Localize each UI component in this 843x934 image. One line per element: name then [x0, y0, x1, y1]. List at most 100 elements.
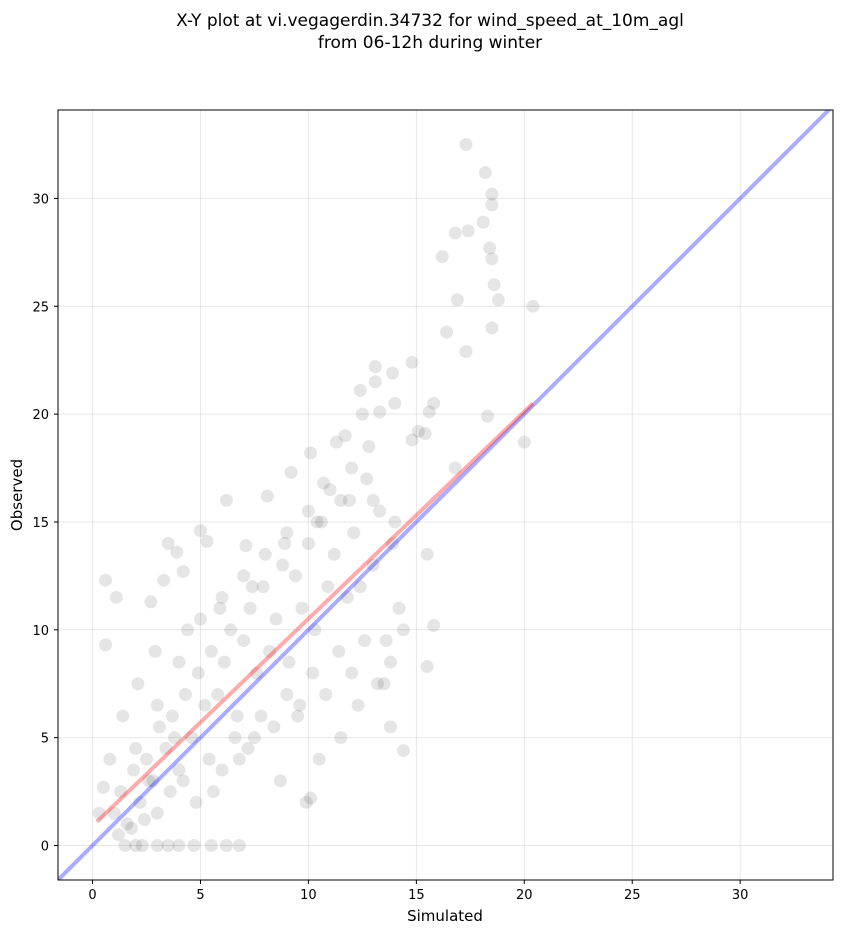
point — [481, 409, 495, 423]
point — [485, 187, 499, 201]
point — [353, 383, 367, 397]
point — [116, 709, 130, 723]
point — [213, 601, 227, 615]
point — [345, 461, 359, 475]
y-tick-label: 20 — [32, 408, 49, 423]
y-tick-label: 5 — [41, 732, 49, 747]
x-tick-label: 25 — [624, 888, 641, 903]
point — [448, 226, 462, 240]
lines — [58, 110, 832, 880]
point — [427, 396, 441, 410]
point — [334, 493, 348, 507]
x-tick-label: 5 — [196, 888, 204, 903]
point — [338, 429, 352, 443]
point — [258, 547, 272, 561]
point — [187, 838, 201, 852]
point — [360, 472, 374, 486]
point — [131, 677, 145, 691]
line — [95, 401, 535, 824]
point — [247, 731, 261, 745]
point — [340, 590, 354, 604]
point — [420, 659, 434, 673]
point — [312, 752, 326, 766]
point — [211, 688, 225, 702]
point — [148, 644, 162, 658]
point — [299, 795, 313, 809]
point — [476, 215, 490, 229]
point — [353, 580, 367, 594]
point — [250, 666, 264, 680]
point — [373, 405, 387, 419]
point — [98, 638, 112, 652]
chart-title: from 06-12h during winter — [318, 33, 542, 53]
point — [491, 293, 505, 307]
point — [412, 424, 426, 438]
point — [420, 547, 434, 561]
grid — [58, 110, 833, 880]
point — [427, 618, 441, 632]
point — [422, 405, 436, 419]
point — [383, 655, 397, 669]
point — [370, 677, 384, 691]
x-tick-label: 20 — [516, 888, 533, 903]
x-tick-label: 10 — [300, 888, 317, 903]
point — [114, 785, 128, 799]
point — [267, 720, 281, 734]
y-axis-label: Observed — [8, 459, 26, 531]
point — [304, 791, 318, 805]
point — [459, 345, 473, 359]
point — [334, 731, 348, 745]
point — [176, 565, 190, 579]
point — [191, 666, 205, 680]
point — [215, 763, 229, 777]
point — [219, 493, 233, 507]
point — [150, 698, 164, 712]
point — [165, 709, 179, 723]
point — [396, 744, 410, 758]
point — [483, 241, 497, 255]
point — [140, 752, 154, 766]
point — [304, 446, 318, 460]
point — [440, 325, 454, 339]
point — [368, 360, 382, 374]
point — [133, 795, 147, 809]
point — [351, 698, 365, 712]
point — [146, 774, 160, 788]
point — [181, 623, 195, 637]
point — [342, 493, 356, 507]
y-tick-label: 0 — [41, 839, 49, 854]
point — [317, 476, 331, 490]
y-tick-label: 15 — [32, 516, 49, 531]
point — [241, 741, 255, 755]
point — [418, 427, 432, 441]
point — [366, 558, 380, 572]
point — [152, 720, 166, 734]
point — [172, 655, 186, 669]
point — [517, 435, 531, 449]
y-tick-label: 25 — [32, 300, 49, 315]
point — [237, 634, 251, 648]
point — [358, 634, 372, 648]
point — [170, 545, 184, 559]
point — [107, 806, 121, 820]
point — [129, 838, 143, 852]
point — [269, 612, 283, 626]
point — [254, 709, 268, 723]
point — [377, 677, 391, 691]
point — [366, 493, 380, 507]
point — [260, 489, 274, 503]
point — [111, 828, 125, 842]
point — [137, 813, 151, 827]
point — [189, 795, 203, 809]
point — [310, 515, 324, 529]
x-tick-label: 15 — [408, 888, 425, 903]
point — [485, 321, 499, 335]
point — [478, 166, 492, 180]
point — [217, 655, 231, 669]
point — [157, 573, 171, 587]
point — [450, 293, 464, 307]
point — [276, 558, 290, 572]
point — [239, 539, 253, 553]
point — [120, 817, 134, 831]
